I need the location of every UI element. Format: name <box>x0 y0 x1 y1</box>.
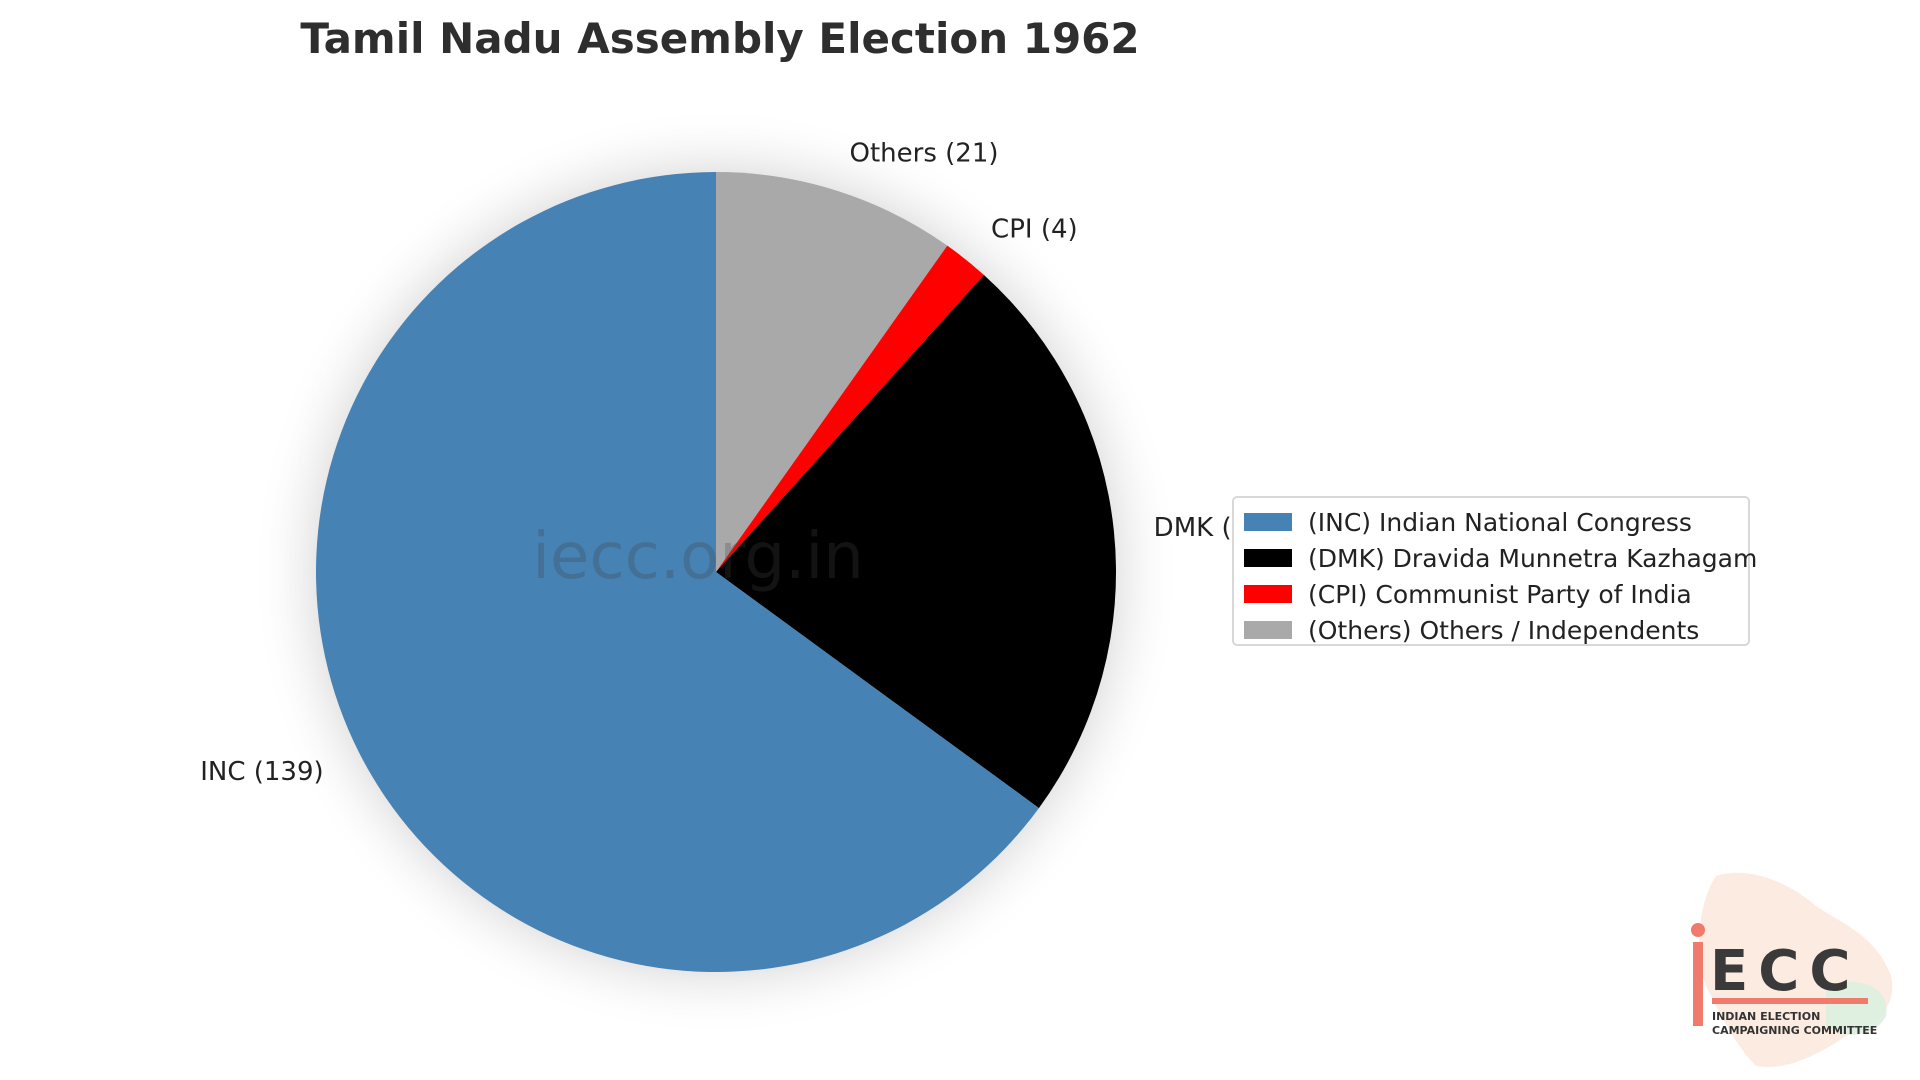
slice-label-others: Others (21) <box>850 139 999 169</box>
pie-slice-dmk <box>716 275 1116 809</box>
legend-label: (DMK) Dravida Munnetra Kazhagam <box>1308 543 1758 573</box>
pie-slice-others <box>716 172 948 572</box>
legend-item: (Others) Others / Independents <box>1244 612 1748 648</box>
legend-swatch <box>1244 549 1292 567</box>
logo-map-green <box>1826 981 1887 1035</box>
pie-slice-inc <box>315 172 1039 973</box>
legend-item: (DMK) Dravida Munnetra Kazhagam <box>1244 540 1757 576</box>
chart-title: Tamil Nadu Assembly Election 1962 <box>300 14 1140 63</box>
legend-item: (INC) Indian National Congress <box>1244 504 1748 540</box>
logo-line2: CAMPAIGNING COMMITTEE <box>1712 1024 1877 1037</box>
logo-i-bar <box>1693 942 1703 1026</box>
slice-label-cpi: CPI (4) <box>991 215 1078 245</box>
legend-item: (CPI) Communist Party of India <box>1244 576 1748 612</box>
pie-slices <box>315 172 1116 973</box>
slice-label-inc: INC (139) <box>200 757 323 787</box>
legend-label: (INC) Indian National Congress <box>1308 507 1692 537</box>
logo-dot-icon <box>1691 923 1705 937</box>
legend-swatch <box>1244 513 1292 531</box>
legend-label: (CPI) Communist Party of India <box>1308 579 1692 609</box>
legend-label: (Others) Others / Independents <box>1308 615 1700 645</box>
iecc-logo: ECC INDIAN ELECTION CAMPAIGNING COMMITTE… <box>1691 872 1893 1067</box>
watermark: iecc.org.in <box>532 520 864 594</box>
pie-slice-cpi <box>716 245 984 572</box>
logo-line1: INDIAN ELECTION <box>1712 1010 1820 1023</box>
logo-underline <box>1712 998 1868 1004</box>
legend-swatch <box>1244 621 1292 639</box>
legend: (INC) Indian National Congress (DMK) Drav… <box>1232 496 1757 648</box>
logo-letters: ECC <box>1710 939 1860 1004</box>
legend-swatch <box>1244 585 1292 603</box>
